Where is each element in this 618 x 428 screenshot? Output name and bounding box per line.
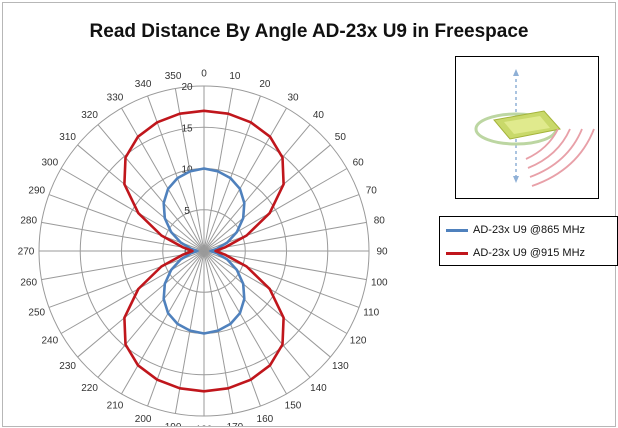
angle-spoke (77, 144, 205, 252)
angle-spoke (60, 250, 205, 334)
angle-spoke (97, 250, 205, 378)
angle-tick-label: 160 (257, 414, 274, 425)
angle-tick-label: 290 (28, 186, 45, 197)
angle-tick-label: 60 (353, 158, 365, 169)
angle-tick-label: 130 (332, 361, 349, 372)
legend-swatch-915 (446, 251, 468, 255)
angle-spoke (203, 88, 234, 252)
angle-tick-label: 180 (196, 425, 213, 427)
angle-tick-label: 100 (371, 277, 388, 288)
angle-tick-label: 80 (374, 216, 386, 227)
angle-spoke (203, 168, 348, 252)
radial-tick-label: 5 (184, 206, 190, 217)
angle-spoke (60, 168, 205, 252)
legend-item-915: AD-23x U9 @915 MHz (440, 243, 617, 263)
angle-tick-label: 310 (59, 132, 76, 143)
angle-spoke (203, 107, 287, 252)
angle-tick-label: 140 (310, 383, 327, 394)
angle-spoke (203, 250, 367, 281)
radial-tick-label: 20 (181, 82, 193, 93)
angle-tick-label: 280 (20, 216, 37, 227)
legend-swatch-865 (446, 228, 468, 232)
angle-tick-label: 240 (42, 336, 59, 347)
angle-spoke (41, 221, 205, 252)
angle-tick-label: 260 (20, 277, 37, 288)
angle-spoke (174, 88, 205, 252)
radial-tick-label: 10 (181, 165, 193, 176)
angle-tick-label: 0 (201, 69, 207, 80)
angle-tick-label: 220 (81, 383, 98, 394)
radial-tick-label: 15 (181, 123, 193, 134)
angle-tick-label: 200 (135, 414, 152, 425)
angle-tick-label: 70 (366, 186, 378, 197)
angle-spoke (203, 250, 331, 358)
angle-spoke (203, 221, 367, 252)
angle-tick-label: 230 (59, 361, 76, 372)
angle-tick-label: 90 (376, 247, 388, 258)
angle-spoke (203, 250, 348, 334)
angle-tick-label: 300 (42, 158, 59, 169)
angle-spoke (97, 124, 205, 252)
angle-tick-label: 320 (81, 110, 98, 121)
angle-tick-label: 50 (335, 132, 347, 143)
angle-spoke (203, 144, 331, 252)
angle-tick-label: 270 (18, 247, 35, 258)
legend-label-915: AD-23x U9 @915 MHz (473, 247, 586, 259)
angle-tick-label: 110 (363, 307, 379, 318)
angle-spoke (77, 250, 205, 358)
angle-tick-label: 190 (165, 422, 182, 426)
tag-orientation-inset (455, 56, 599, 199)
angle-spoke (203, 250, 287, 395)
angle-tick-label: 350 (165, 71, 182, 82)
angle-spoke (174, 250, 205, 414)
angle-tick-label: 330 (107, 92, 124, 103)
angle-tick-label: 120 (350, 336, 367, 347)
chart-title: Read Distance By Angle AD-23x U9 in Free… (89, 21, 529, 42)
legend-item-865: AD-23x U9 @865 MHz (440, 220, 617, 240)
angle-tick-label: 10 (229, 71, 241, 82)
angle-spoke (203, 250, 234, 414)
angle-spoke (203, 124, 311, 252)
angle-spoke (41, 250, 205, 281)
angle-tick-label: 210 (107, 401, 124, 412)
angle-tick-label: 20 (259, 79, 271, 90)
angle-tick-label: 150 (285, 401, 302, 412)
angle-tick-label: 30 (287, 92, 299, 103)
tag-orientation-diagram-icon (474, 69, 595, 187)
angle-spoke (203, 250, 311, 378)
angle-spoke (121, 107, 205, 252)
angle-tick-label: 170 (227, 422, 244, 426)
angle-tick-label: 40 (313, 110, 325, 121)
legend-label-865: AD-23x U9 @865 MHz (473, 224, 586, 236)
angle-spoke (121, 250, 205, 395)
chart-legend: AD-23x U9 @865 MHz AD-23x U9 @915 MHz (439, 216, 618, 266)
angle-tick-label: 340 (135, 79, 152, 90)
polar-chart: 0 10 20 30 40 50 60 70 80 90 100 110 120 130 140 150 160… (18, 69, 388, 427)
angle-tick-label: 250 (28, 307, 45, 318)
